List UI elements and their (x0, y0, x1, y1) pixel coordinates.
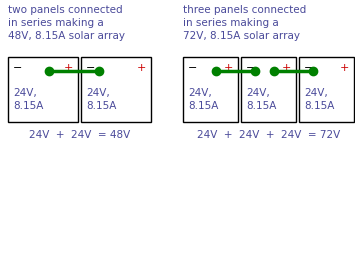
Text: −: − (246, 63, 255, 73)
Bar (241, 57, 296, 122)
Text: 24V,
8.15A: 24V, 8.15A (188, 88, 218, 111)
Text: 24V,
8.15A: 24V, 8.15A (304, 88, 334, 111)
Text: +: + (282, 63, 291, 73)
Text: three panels connected
in series making a
72V, 8.15A solar array: three panels connected in series making … (183, 5, 306, 41)
Text: −: − (86, 63, 95, 73)
Text: −: − (188, 63, 197, 73)
Text: −: − (13, 63, 22, 73)
Text: +: + (137, 63, 146, 73)
Text: +: + (64, 63, 73, 73)
Text: 24V  +  24V  +  24V  = 72V: 24V + 24V + 24V = 72V (197, 130, 340, 140)
Text: two panels connected
in series making a
48V, 8.15A solar array: two panels connected in series making a … (8, 5, 125, 41)
Text: 24V  +  24V  = 48V: 24V + 24V = 48V (29, 130, 130, 140)
Bar (299, 57, 354, 122)
Text: +: + (340, 63, 349, 73)
Text: 24V,
8.15A: 24V, 8.15A (13, 88, 43, 111)
Text: +: + (224, 63, 233, 73)
Bar (183, 57, 238, 122)
Text: 24V,
8.15A: 24V, 8.15A (246, 88, 277, 111)
Bar (81, 57, 151, 122)
Bar (8, 57, 78, 122)
Text: −: − (304, 63, 313, 73)
Text: 24V,
8.15A: 24V, 8.15A (86, 88, 116, 111)
